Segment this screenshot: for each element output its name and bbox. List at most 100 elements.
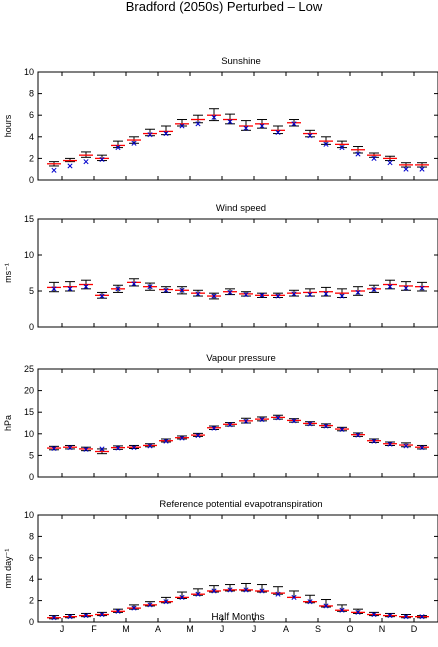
- observed-marker: [99, 446, 105, 452]
- observed-marker: [419, 614, 425, 620]
- observed-marker: [291, 121, 297, 127]
- y-tick-label: 0: [29, 472, 34, 482]
- y-tick-label: 10: [24, 250, 34, 260]
- observed-marker: [403, 443, 409, 449]
- observed-marker: [259, 588, 265, 594]
- observed-marker: [291, 594, 297, 600]
- data-point: [63, 157, 77, 169]
- observed-marker: [131, 281, 137, 287]
- data-point: [367, 284, 381, 293]
- observed-marker: [291, 291, 297, 297]
- data-point: [319, 286, 333, 297]
- data-point: [319, 136, 333, 147]
- data-point: [271, 125, 285, 136]
- data-point: [415, 444, 429, 451]
- observed-marker: [51, 615, 57, 621]
- observed-marker: [179, 123, 185, 129]
- observed-marker: [147, 132, 153, 138]
- observed-marker: [371, 287, 377, 293]
- data-point: [287, 119, 301, 127]
- observed-marker: [179, 594, 185, 600]
- data-point: [175, 435, 189, 441]
- observed-marker: [243, 292, 249, 298]
- x-axis-label: Half Months: [211, 612, 264, 623]
- observed-marker: [403, 285, 409, 291]
- data-point: [383, 441, 397, 447]
- data-point: [175, 591, 189, 600]
- observed-marker: [211, 114, 217, 120]
- data-point: [239, 120, 253, 131]
- data-point: [415, 614, 429, 620]
- data-point: [95, 611, 109, 618]
- observed-marker: [131, 445, 137, 451]
- x-tick-label: J: [252, 624, 257, 634]
- observed-marker: [147, 284, 153, 290]
- observed-marker: [83, 613, 89, 619]
- observed-marker: [275, 415, 281, 421]
- y-tick-label: 5: [29, 286, 34, 296]
- y-tick-label: 10: [24, 67, 34, 77]
- observed-marker: [259, 123, 265, 129]
- observed-marker: [323, 291, 329, 297]
- data-point: [415, 281, 429, 292]
- observed-marker: [51, 167, 57, 173]
- y-tick-label: 6: [29, 553, 34, 563]
- data-point: [335, 288, 349, 299]
- x-tick-label: A: [283, 624, 289, 634]
- observed-marker: [323, 423, 329, 429]
- data-point: [79, 612, 93, 619]
- data-point: [335, 140, 349, 151]
- observed-marker: [115, 608, 121, 614]
- observed-marker: [67, 614, 73, 620]
- data-point: [191, 432, 205, 439]
- y-tick-label: 0: [29, 175, 34, 185]
- data-point: [351, 286, 365, 296]
- y-axis-label: ms⁻¹: [3, 263, 13, 283]
- data-point: [351, 146, 365, 157]
- observed-marker: [355, 151, 361, 157]
- data-point: [47, 445, 61, 452]
- panel-4: Reference potential evapotranspiration mm…: [3, 499, 438, 634]
- x-tick-label: F: [91, 624, 97, 634]
- panel-3: Vapour pressure hPa 0 5 10 15 20 25: [3, 353, 438, 482]
- panel-title: Sunshine: [221, 56, 261, 67]
- panel-1: Sunshine hours 0 2 4 6 8 10: [3, 56, 438, 185]
- observed-marker: [51, 445, 57, 452]
- observed-marker: [371, 155, 377, 161]
- observed-marker: [147, 602, 153, 608]
- data-point: [335, 604, 349, 613]
- data-point: [271, 292, 285, 299]
- y-tick-label: 15: [24, 214, 34, 224]
- x-tick-label: D: [411, 624, 418, 634]
- data-point: [319, 599, 333, 609]
- data-point: [127, 278, 141, 287]
- y-tick-label: 0: [29, 322, 34, 332]
- y-tick-label: 8: [29, 89, 34, 99]
- observed-marker: [371, 611, 377, 618]
- observed-marker: [195, 291, 201, 297]
- data-point: [127, 444, 141, 451]
- data-point: [239, 417, 253, 424]
- panel-2: Wind speed ms⁻¹ 0 5 10 15: [3, 203, 438, 332]
- observed-marker: [355, 432, 361, 438]
- observed-marker: [275, 293, 281, 299]
- observed-marker: [83, 159, 89, 165]
- observed-marker: [307, 599, 313, 605]
- observed-marker: [67, 445, 73, 451]
- data-point: [159, 596, 173, 605]
- data-point: [271, 414, 285, 421]
- y-tick-label: 2: [29, 153, 34, 163]
- observed-marker: [419, 285, 425, 291]
- observed-marker: [195, 121, 201, 127]
- data-point: [207, 425, 221, 431]
- data-point: [255, 416, 269, 423]
- observed-marker: [339, 607, 345, 613]
- panel-title: Reference potential evapotranspiration: [159, 499, 322, 510]
- data-point: [383, 279, 397, 290]
- observed-marker: [243, 587, 249, 593]
- data-point: [175, 119, 189, 129]
- observed-marker: [67, 163, 73, 169]
- data-point: [287, 590, 301, 600]
- observed-marker: [211, 425, 217, 431]
- data-point: [143, 128, 157, 138]
